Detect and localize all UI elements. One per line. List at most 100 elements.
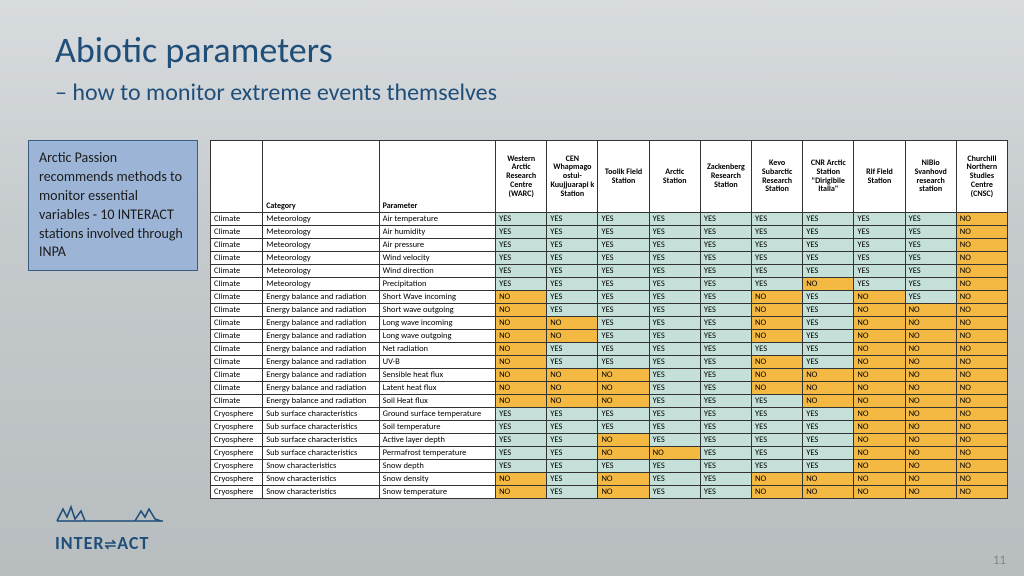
cell-label: Cryosphere [211,447,263,460]
cell-value: YES [598,265,649,278]
cell-label: Cryosphere [211,408,263,421]
cell-label: Climate [211,330,263,343]
cell-value: YES [649,408,700,421]
cell-value: YES [700,226,751,239]
cell-label: Meteorology [263,252,379,265]
cell-value: NO [956,382,1007,395]
cell-value: NO [854,421,905,434]
cell-value: YES [496,460,547,473]
cell-value: NO [854,356,905,369]
cell-value: NO [547,395,598,408]
table-row: ClimateEnergy balance and radiationLong … [211,330,1008,343]
cell-label: Precipitation [379,278,495,291]
cell-value: YES [700,291,751,304]
station-header: Toolik Field Station [598,141,649,213]
cell-value: NO [598,369,649,382]
cell-value: YES [598,291,649,304]
cell-label: Climate [211,291,263,304]
cell-value: NO [854,304,905,317]
cell-value: NO [598,486,649,499]
cell-label: Short wave outgoing [379,304,495,317]
cell-value: YES [700,213,751,226]
cell-label: Meteorology [263,226,379,239]
cell-label: Long wave incoming [379,317,495,330]
cell-value: NO [752,304,803,317]
cell-value: YES [649,330,700,343]
table-row: CryosphereSub surface characteristicsAct… [211,434,1008,447]
table-row: ClimateEnergy balance and radiationSensi… [211,369,1008,382]
table-row: ClimateMeteorologyAir temperatureYESYESY… [211,213,1008,226]
table-row: ClimateMeteorologyPrecipitationYESYESYES… [211,278,1008,291]
table-row: CryosphereSnow characteristicsSnow tempe… [211,486,1008,499]
cell-label: Energy balance and radiation [263,369,379,382]
cell-value: YES [496,252,547,265]
cell-label: Snow temperature [379,486,495,499]
cell-value: NO [905,447,956,460]
category-header [211,199,263,213]
cell-value: YES [547,356,598,369]
cell-label: Sub surface characteristics [263,408,379,421]
cell-value: NO [956,226,1007,239]
cell-label: Energy balance and radiation [263,356,379,369]
cell-value: YES [854,226,905,239]
sidebar-note: Arctic Passion recommends methods to mon… [28,140,198,271]
cell-value: YES [700,486,751,499]
cell-label: Energy balance and radiation [263,291,379,304]
cell-label: Climate [211,356,263,369]
cell-value: NO [547,330,598,343]
cell-value: YES [752,460,803,473]
cell-value: YES [547,226,598,239]
station-header: Arctic Station [649,141,700,213]
cell-value: NO [803,278,854,291]
cell-value: YES [649,291,700,304]
cell-value: NO [752,356,803,369]
cell-value: YES [649,304,700,317]
cell-label: Air humidity [379,226,495,239]
cell-value: NO [496,317,547,330]
cell-value: YES [649,239,700,252]
cell-value: YES [547,434,598,447]
cell-value: YES [752,252,803,265]
cell-value: YES [700,434,751,447]
cell-label: Active layer depth [379,434,495,447]
cell-value: NO [854,291,905,304]
cell-value: NO [956,486,1007,499]
cell-value: YES [700,473,751,486]
category-header: Category [263,199,379,213]
cell-value: YES [649,213,700,226]
cell-value: NO [956,421,1007,434]
cell-value: YES [649,421,700,434]
cell-label: Wind velocity [379,252,495,265]
cell-value: NO [905,330,956,343]
cell-label: Climate [211,369,263,382]
cell-value: NO [547,369,598,382]
table-row: ClimateEnergy balance and radiationUV-BN… [211,356,1008,369]
cell-label: Soil temperature [379,421,495,434]
cell-value: YES [547,447,598,460]
cell-value: YES [803,291,854,304]
cell-value: YES [547,460,598,473]
cell-label: Long wave outgoing [379,330,495,343]
cell-value: NO [854,434,905,447]
cell-value: NO [496,304,547,317]
cell-value: NO [854,408,905,421]
interact-logo: INTER⇌ACT [55,503,165,554]
cell-value: YES [803,356,854,369]
cell-value: YES [752,395,803,408]
cell-label: Energy balance and radiation [263,343,379,356]
cell-value: YES [803,213,854,226]
cell-value: YES [496,213,547,226]
cell-label: Latent heat flux [379,382,495,395]
cell-value: YES [598,213,649,226]
cell-value: YES [547,343,598,356]
table-row: ClimateEnergy balance and radiationSoil … [211,395,1008,408]
cell-value: YES [854,252,905,265]
page-number: 11 [993,553,1006,568]
cell-value: NO [496,330,547,343]
cell-value: YES [598,239,649,252]
cell-value: YES [854,265,905,278]
cell-value: YES [700,252,751,265]
cell-value: YES [649,343,700,356]
cell-value: YES [598,317,649,330]
cell-value: YES [700,421,751,434]
